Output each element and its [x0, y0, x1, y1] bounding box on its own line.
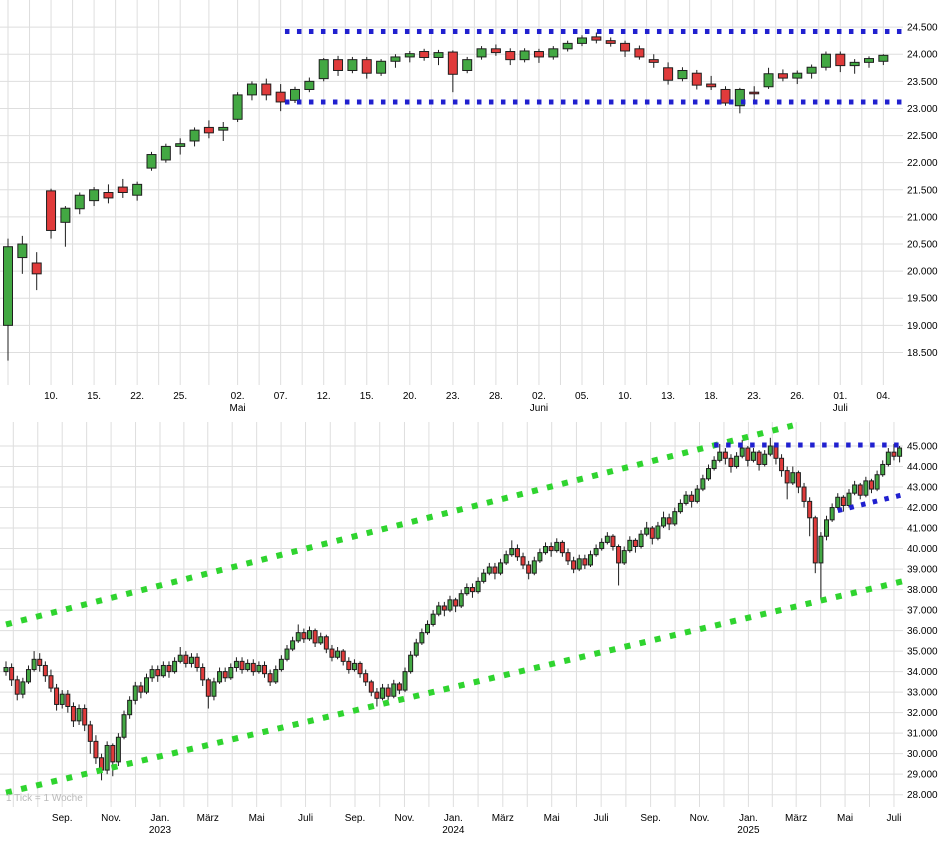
- svg-text:25.: 25.: [173, 391, 187, 402]
- svg-text:Nov.: Nov.: [690, 813, 710, 824]
- svg-text:Sep.: Sep.: [345, 813, 366, 824]
- svg-text:02.: 02.: [231, 391, 245, 402]
- svg-text:19.500: 19.500: [907, 294, 938, 305]
- svg-text:41.000: 41.000: [907, 524, 938, 535]
- svg-text:29.000: 29.000: [907, 770, 938, 781]
- svg-text:10.: 10.: [44, 391, 58, 402]
- svg-text:12.: 12.: [317, 391, 331, 402]
- svg-text:Mai: Mai: [249, 813, 265, 824]
- svg-text:20.: 20.: [403, 391, 417, 402]
- svg-text:45.000: 45.000: [907, 441, 938, 452]
- svg-text:30.000: 30.000: [907, 749, 938, 760]
- svg-text:23.: 23.: [747, 391, 761, 402]
- svg-text:22.: 22.: [130, 391, 144, 402]
- svg-text:02.: 02.: [532, 391, 546, 402]
- svg-text:Nov.: Nov.: [395, 813, 415, 824]
- svg-text:34.000: 34.000: [907, 667, 938, 678]
- svg-text:20.000: 20.000: [907, 267, 938, 278]
- svg-text:20.500: 20.500: [907, 240, 938, 251]
- svg-text:43.000: 43.000: [907, 483, 938, 494]
- svg-text:44.000: 44.000: [907, 462, 938, 473]
- svg-text:05.: 05.: [575, 391, 589, 402]
- svg-text:Mai: Mai: [230, 403, 246, 414]
- svg-text:40.000: 40.000: [907, 544, 938, 555]
- svg-text:23.: 23.: [446, 391, 460, 402]
- svg-text:Sep.: Sep.: [52, 813, 73, 824]
- svg-text:24.000: 24.000: [907, 50, 938, 61]
- svg-text:Jan.: Jan.: [444, 813, 463, 824]
- svg-text:21.500: 21.500: [907, 185, 938, 196]
- svg-text:Juli: Juli: [298, 813, 313, 824]
- svg-text:01.: 01.: [833, 391, 847, 402]
- svg-text:März: März: [197, 813, 219, 824]
- svg-text:13.: 13.: [661, 391, 675, 402]
- svg-text:33.000: 33.000: [907, 688, 938, 699]
- svg-text:42.000: 42.000: [907, 503, 938, 514]
- svg-text:15.: 15.: [360, 391, 374, 402]
- svg-text:18.: 18.: [704, 391, 718, 402]
- svg-text:23.000: 23.000: [907, 104, 938, 115]
- svg-text:Nov.: Nov.: [101, 813, 121, 824]
- svg-text:10.: 10.: [618, 391, 632, 402]
- svg-text:28.: 28.: [489, 391, 503, 402]
- svg-text:Juli: Juli: [833, 403, 848, 414]
- svg-text:24.500: 24.500: [907, 23, 938, 34]
- svg-text:15.: 15.: [87, 391, 101, 402]
- daily-candlestick-chart: 24.500 24.000 23.500 23.000 22.500 22.000 21.5…: [0, 0, 938, 414]
- daily-chart-panel: 24.500 24.000 23.500 23.000 22.500 22.000 21.5…: [0, 0, 941, 422]
- svg-text:19.000: 19.000: [907, 321, 938, 332]
- svg-text:23.500: 23.500: [907, 77, 938, 88]
- svg-text:2025: 2025: [737, 825, 760, 836]
- svg-text:21.000: 21.000: [907, 212, 938, 223]
- svg-text:32.000: 32.000: [907, 708, 938, 719]
- svg-text:Sep.: Sep.: [640, 813, 661, 824]
- svg-text:22.000: 22.000: [907, 158, 938, 169]
- svg-text:Juli: Juli: [594, 813, 609, 824]
- svg-text:07.: 07.: [274, 391, 288, 402]
- svg-text:März: März: [492, 813, 514, 824]
- svg-text:36.000: 36.000: [907, 626, 938, 637]
- svg-text:38.000: 38.000: [907, 585, 938, 596]
- svg-text:31.000: 31.000: [907, 729, 938, 740]
- weekly-candlestick-chart: 45.000 44.000 43.000 42.000 41.000 40.000 39.0…: [0, 422, 938, 836]
- svg-text:Jan.: Jan.: [739, 813, 758, 824]
- svg-text:37.000: 37.000: [907, 606, 938, 617]
- svg-text:Juni: Juni: [530, 403, 548, 414]
- svg-text:März: März: [785, 813, 807, 824]
- svg-text:2023: 2023: [149, 825, 172, 836]
- svg-text:26.: 26.: [790, 391, 804, 402]
- svg-text:Jan.: Jan.: [151, 813, 170, 824]
- svg-text:04.: 04.: [876, 391, 890, 402]
- svg-text:18.500: 18.500: [907, 348, 938, 359]
- svg-text:22.500: 22.500: [907, 131, 938, 142]
- svg-text:39.000: 39.000: [907, 565, 938, 576]
- svg-text:Mai: Mai: [837, 813, 853, 824]
- svg-text:Juli: Juli: [886, 813, 901, 824]
- svg-text:35.000: 35.000: [907, 647, 938, 658]
- svg-text:28.000: 28.000: [907, 790, 938, 801]
- weekly-chart-panel: 45.000 44.000 43.000 42.000 41.000 40.000 39.0…: [0, 422, 941, 856]
- svg-text:Mai: Mai: [544, 813, 560, 824]
- svg-text:2024: 2024: [442, 825, 465, 836]
